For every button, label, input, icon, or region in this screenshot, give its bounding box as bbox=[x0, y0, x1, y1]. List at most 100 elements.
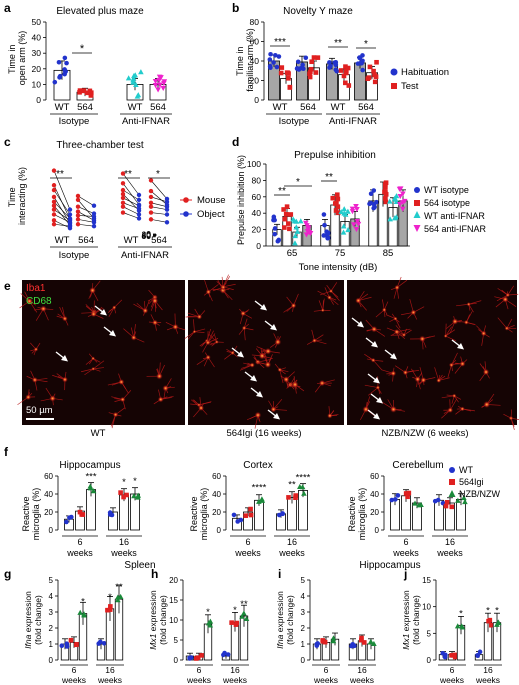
data-point bbox=[51, 218, 57, 223]
data-point bbox=[62, 67, 67, 72]
data-point bbox=[343, 80, 348, 86]
data-point bbox=[292, 240, 298, 246]
y-axis-label: Mx1 expression(fold change) bbox=[401, 590, 421, 650]
data-point bbox=[243, 513, 249, 518]
microglia-cell bbox=[375, 385, 381, 390]
data-point bbox=[444, 499, 450, 505]
data-point bbox=[125, 75, 132, 81]
data-point bbox=[294, 228, 301, 234]
legend-label: WT isotype bbox=[424, 185, 469, 195]
data-point bbox=[75, 209, 81, 214]
arrow-head bbox=[357, 321, 364, 328]
y-tick-label: 80 bbox=[252, 175, 262, 185]
data-point bbox=[297, 218, 304, 224]
paired-line bbox=[150, 206, 168, 210]
microglia-cell bbox=[157, 396, 164, 403]
microglia-cell bbox=[370, 325, 378, 333]
y-axis-label-line: (fold change) bbox=[33, 595, 43, 645]
panel-c: c Three-chamber test Time interacting (%… bbox=[4, 135, 226, 261]
data-point bbox=[461, 495, 467, 501]
panel-title: Novelty Y maze bbox=[283, 6, 353, 17]
age-label: 6 bbox=[197, 665, 202, 675]
x-labels: WT 564 WT 564 Isotype Anti-IFNAR bbox=[50, 235, 172, 261]
y-axis-label: Reactivemicroglia (%) bbox=[21, 488, 41, 541]
y-tick-label: 40 bbox=[44, 490, 53, 499]
data-point bbox=[293, 218, 300, 224]
y-tick-label: 0 bbox=[217, 526, 222, 535]
data-point bbox=[225, 652, 231, 657]
data-point bbox=[386, 198, 393, 204]
y-tick-label: 100 bbox=[247, 159, 261, 169]
data-point bbox=[350, 222, 357, 228]
paired-line bbox=[53, 220, 71, 229]
age-unit-label: weeks bbox=[313, 675, 338, 685]
y-tick-label: 3 bbox=[301, 608, 306, 617]
significance-brackets: ** * ** bbox=[274, 172, 337, 197]
data-point bbox=[397, 201, 403, 208]
data-point bbox=[120, 204, 126, 209]
significance-brackets: ** ** * bbox=[50, 169, 170, 180]
microglia-cell bbox=[443, 333, 448, 339]
microglia-process bbox=[193, 319, 195, 332]
data-point bbox=[88, 93, 94, 98]
x-label: WT bbox=[55, 235, 70, 246]
data-point bbox=[301, 66, 306, 72]
microglia-cell bbox=[119, 396, 126, 403]
data-point bbox=[74, 642, 79, 648]
y-tick-label: 60 bbox=[212, 472, 221, 481]
data-point bbox=[51, 203, 57, 208]
y-tick-label: 5 bbox=[427, 629, 432, 638]
microscopy-images bbox=[17, 274, 519, 430]
y-axis-label-line: (fold change) bbox=[285, 595, 295, 645]
microglia-cell bbox=[402, 369, 409, 376]
data-point bbox=[296, 67, 302, 72]
y-tick-label: 0 bbox=[427, 656, 432, 665]
data-point bbox=[148, 204, 154, 209]
arrow-head bbox=[457, 343, 464, 350]
data-point bbox=[271, 60, 276, 65]
data-point bbox=[135, 494, 141, 500]
significance-marker: ** bbox=[124, 169, 132, 180]
data-point bbox=[333, 62, 339, 68]
panel-letter: a bbox=[4, 1, 11, 15]
x-labels: WT 564 WT 564 Isotype Anti-IFNAR bbox=[50, 102, 172, 127]
data-point bbox=[98, 639, 103, 645]
data-point bbox=[272, 231, 278, 237]
microglia-cell bbox=[447, 407, 454, 414]
arrow-head bbox=[373, 413, 380, 420]
image-label: WT bbox=[91, 428, 106, 439]
microglia-cell bbox=[326, 412, 333, 419]
microglia-cell bbox=[220, 284, 227, 290]
y-tick-label: 0 bbox=[146, 229, 151, 239]
data-point bbox=[148, 210, 154, 215]
microglia-cell bbox=[162, 384, 170, 392]
data-point bbox=[305, 226, 312, 232]
panel-title: Elevated plus maze bbox=[56, 6, 144, 17]
panel-letter: h bbox=[151, 567, 158, 581]
y-tick-label: 40 bbox=[370, 490, 379, 499]
y-axis-label-line: Reactive bbox=[189, 496, 199, 531]
data-point bbox=[155, 87, 161, 93]
significance-marker: * bbox=[133, 476, 137, 487]
paired-line bbox=[77, 219, 95, 223]
paired-line bbox=[53, 189, 71, 215]
data-point bbox=[308, 69, 313, 75]
data-point bbox=[229, 620, 234, 625]
data-point bbox=[62, 55, 68, 61]
micrograph-3 bbox=[347, 280, 517, 425]
age-unit-label: weeks bbox=[392, 548, 419, 558]
data-point bbox=[87, 485, 94, 491]
y-tick-label: 20 bbox=[212, 508, 221, 517]
data-point bbox=[56, 59, 62, 65]
microglia-cell bbox=[172, 323, 179, 331]
data-point bbox=[51, 168, 57, 173]
y-tick-label: 0 bbox=[256, 241, 261, 251]
data-point bbox=[383, 199, 389, 205]
significance-marker: **** bbox=[252, 482, 267, 493]
panel-letter: c bbox=[4, 135, 11, 149]
data-point bbox=[353, 226, 360, 233]
microglia-cell bbox=[274, 338, 282, 346]
data-point bbox=[340, 229, 347, 235]
data-point bbox=[91, 214, 97, 219]
